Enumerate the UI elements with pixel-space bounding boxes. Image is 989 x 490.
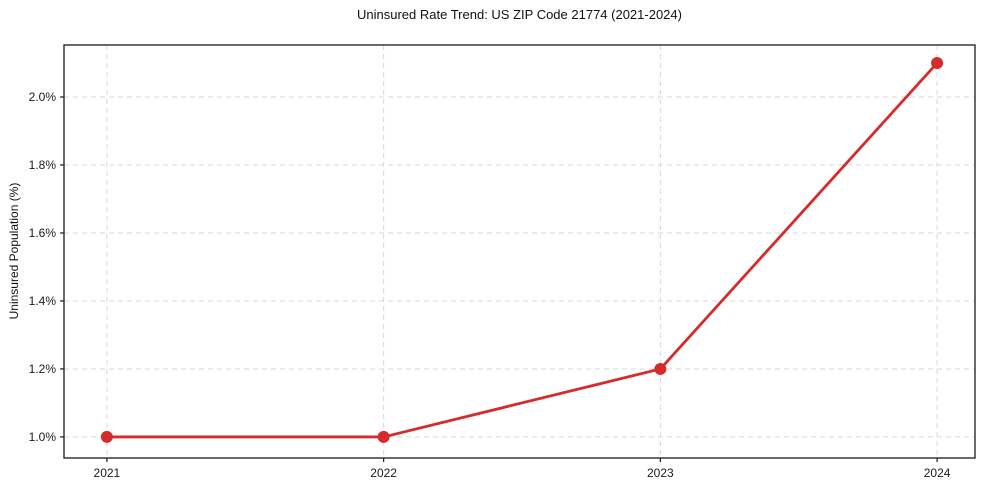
trend-line [105, 61, 939, 439]
chart-title: Uninsured Rate Trend: US ZIP Code 21774 … [357, 7, 682, 22]
x-tick-label: 2021 [94, 466, 121, 480]
x-tick-label: 2023 [647, 466, 674, 480]
y-tick-label: 2.0% [29, 90, 57, 104]
x-tick-label: 2024 [924, 466, 951, 480]
data-point-2022 [377, 430, 390, 443]
plot-border [63, 44, 976, 459]
y-tick-label: 1.6% [29, 226, 57, 240]
data-point-2021 [100, 430, 113, 443]
x-tick-label: 2022 [370, 466, 397, 480]
y-tick-label: 1.0% [29, 430, 57, 444]
data-point-2023 [654, 362, 667, 375]
data-point-2024 [931, 57, 944, 70]
y-tick-label: 1.4% [29, 294, 57, 308]
y-tick-label: 1.2% [29, 362, 57, 376]
y-tick-label: 1.8% [29, 158, 57, 172]
